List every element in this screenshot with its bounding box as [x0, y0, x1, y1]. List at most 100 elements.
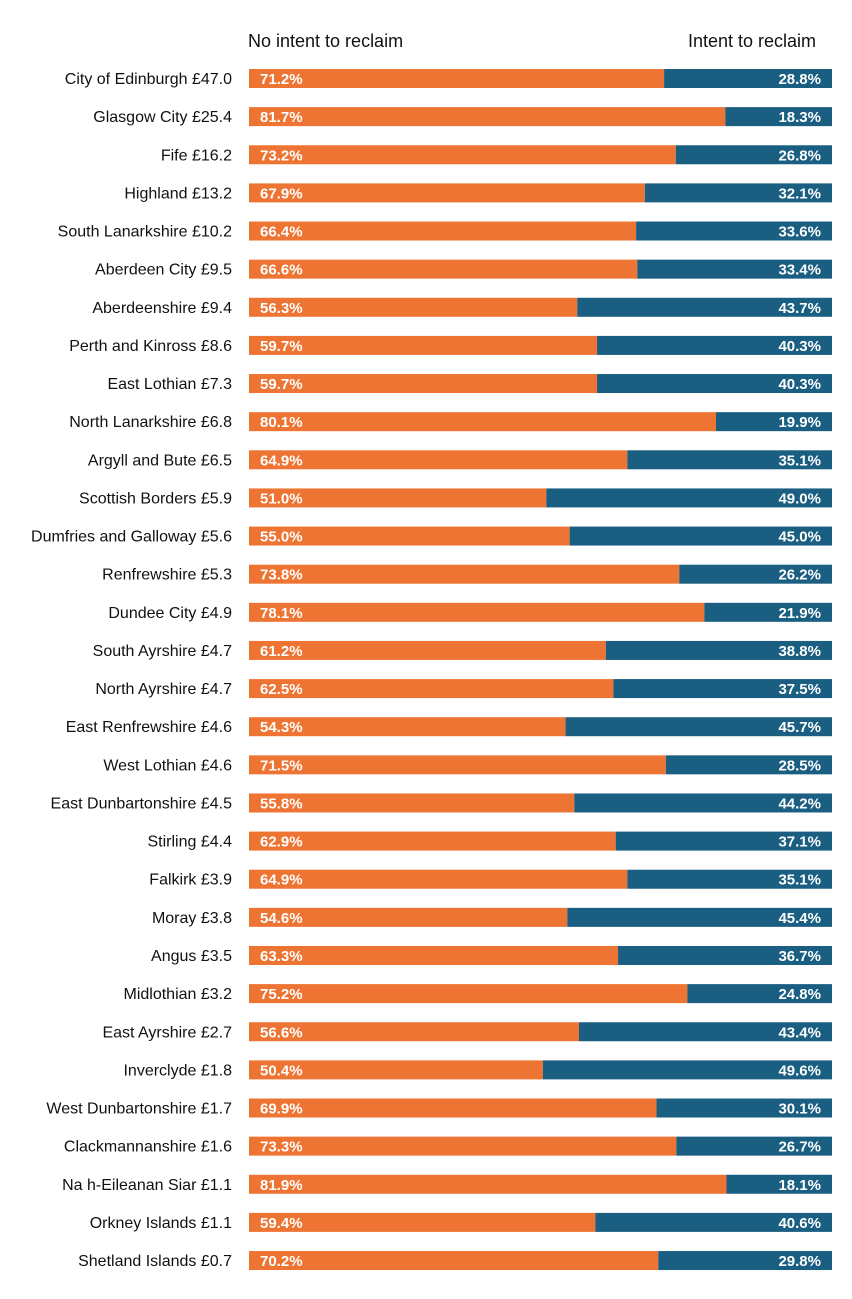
value-label-intent: 35.1% — [778, 452, 821, 469]
category-label: Inverclyde £1.8 — [123, 1062, 232, 1079]
bar-intent — [704, 602, 832, 622]
legend-no-intent: No intent to reclaim — [248, 31, 403, 51]
bar-no-intent — [249, 869, 628, 889]
category-label: Perth and Kinross £8.6 — [69, 338, 232, 355]
value-label-intent: 29.8% — [778, 1253, 821, 1270]
value-label-no-intent: 69.9% — [260, 1101, 303, 1118]
bar-intent — [546, 488, 832, 508]
bar-intent — [574, 793, 832, 813]
bar-intent — [605, 640, 832, 660]
bar-intent — [676, 1136, 832, 1156]
category-label: Aberdeenshire £9.4 — [92, 300, 232, 317]
bar-no-intent — [249, 107, 726, 127]
bar-intent — [665, 755, 832, 775]
category-label: Argyll and Bute £6.5 — [88, 452, 232, 469]
bar-no-intent — [249, 374, 598, 394]
value-label-no-intent: 59.7% — [260, 376, 303, 393]
value-label-no-intent: 56.3% — [260, 300, 303, 317]
category-label: Orkney Islands £1.1 — [90, 1215, 232, 1232]
value-label-no-intent: 73.2% — [260, 147, 303, 164]
bar-intent — [664, 69, 832, 88]
value-label-intent: 40.3% — [778, 338, 821, 355]
value-label-no-intent: 64.9% — [260, 872, 303, 889]
bar-intent — [726, 1174, 832, 1194]
bar-rows: City of Edinburgh £47.0 71.2% 28.8% Glasgow… — [31, 69, 832, 1271]
value-label-intent: 45.0% — [778, 529, 821, 546]
category-label: Renfrewshire £5.3 — [102, 567, 232, 584]
value-label-intent: 18.1% — [778, 1177, 821, 1194]
value-label-no-intent: 55.8% — [260, 795, 303, 812]
category-label: East Dunbartonshire £4.5 — [51, 795, 233, 812]
bar-no-intent — [249, 526, 570, 546]
bar-no-intent — [249, 1098, 657, 1118]
value-label-intent: 26.8% — [778, 147, 821, 164]
bar-intent — [565, 717, 832, 737]
category-label: Dundee City £4.9 — [108, 605, 232, 622]
bar-no-intent — [249, 412, 716, 432]
value-label-intent: 28.5% — [778, 757, 821, 774]
bar-intent — [644, 183, 832, 203]
bar-intent — [597, 374, 832, 394]
value-label-intent: 33.4% — [778, 262, 821, 279]
value-label-no-intent: 62.5% — [260, 681, 303, 698]
value-label-no-intent: 56.6% — [260, 1024, 303, 1041]
value-label-intent: 36.7% — [778, 948, 821, 965]
bar-intent — [715, 412, 832, 432]
bar-no-intent — [249, 183, 645, 203]
value-label-intent: 40.3% — [778, 376, 821, 393]
bar-intent — [627, 869, 832, 889]
value-label-intent: 49.0% — [778, 490, 821, 507]
value-label-no-intent: 55.0% — [260, 529, 303, 546]
bar-intent — [569, 526, 832, 546]
bar-intent — [578, 1022, 832, 1042]
bar-intent — [687, 984, 832, 1004]
bar-no-intent — [249, 259, 638, 279]
category-label: Falkirk £3.9 — [149, 872, 232, 889]
category-label: Moray £3.8 — [152, 910, 232, 927]
value-label-no-intent: 66.4% — [260, 224, 303, 241]
bar-no-intent — [249, 984, 688, 1004]
category-label: West Dunbartonshire £1.7 — [46, 1101, 232, 1118]
bar-no-intent — [249, 907, 568, 927]
value-label-no-intent: 73.8% — [260, 567, 303, 584]
value-label-no-intent: 81.7% — [260, 109, 303, 126]
bar-intent — [595, 1212, 832, 1232]
value-label-intent: 30.1% — [778, 1101, 821, 1118]
bar-intent — [675, 145, 832, 165]
bar-intent — [577, 297, 832, 317]
bar-intent — [637, 259, 832, 279]
value-label-no-intent: 71.5% — [260, 757, 303, 774]
bar-no-intent — [249, 945, 619, 965]
bar-intent — [542, 1060, 832, 1080]
value-label-intent: 45.7% — [778, 719, 821, 736]
value-label-no-intent: 80.1% — [260, 414, 303, 431]
value-label-intent: 32.1% — [778, 185, 821, 202]
value-label-intent: 43.7% — [778, 300, 821, 317]
value-label-no-intent: 81.9% — [260, 1177, 303, 1194]
bar-no-intent — [249, 488, 547, 508]
category-label: Highland £13.2 — [124, 185, 232, 202]
category-label: East Ayrshire £2.7 — [102, 1024, 232, 1041]
category-label: Angus £3.5 — [151, 948, 232, 965]
value-label-intent: 21.9% — [778, 605, 821, 622]
bar-intent — [658, 1251, 832, 1271]
bar-no-intent — [249, 221, 637, 241]
bar-no-intent — [249, 640, 606, 660]
value-label-intent: 37.5% — [778, 681, 821, 698]
value-label-intent: 37.1% — [778, 834, 821, 851]
legend-intent: Intent to reclaim — [688, 31, 816, 51]
bar-intent — [618, 945, 832, 965]
value-label-no-intent: 61.2% — [260, 643, 303, 660]
bar-no-intent — [249, 297, 578, 317]
category-label: Na h-Eileanan Siar £1.1 — [62, 1177, 232, 1194]
category-label: Scottish Borders £5.9 — [79, 490, 232, 507]
bar-no-intent — [249, 793, 575, 813]
bar-no-intent — [249, 335, 598, 355]
value-label-no-intent: 54.6% — [260, 910, 303, 927]
category-label: Midlothian £3.2 — [123, 986, 232, 1003]
value-label-no-intent: 64.9% — [260, 452, 303, 469]
value-label-intent: 19.9% — [778, 414, 821, 431]
value-label-no-intent: 67.9% — [260, 185, 303, 202]
value-label-intent: 35.1% — [778, 872, 821, 889]
bar-no-intent — [249, 450, 628, 470]
